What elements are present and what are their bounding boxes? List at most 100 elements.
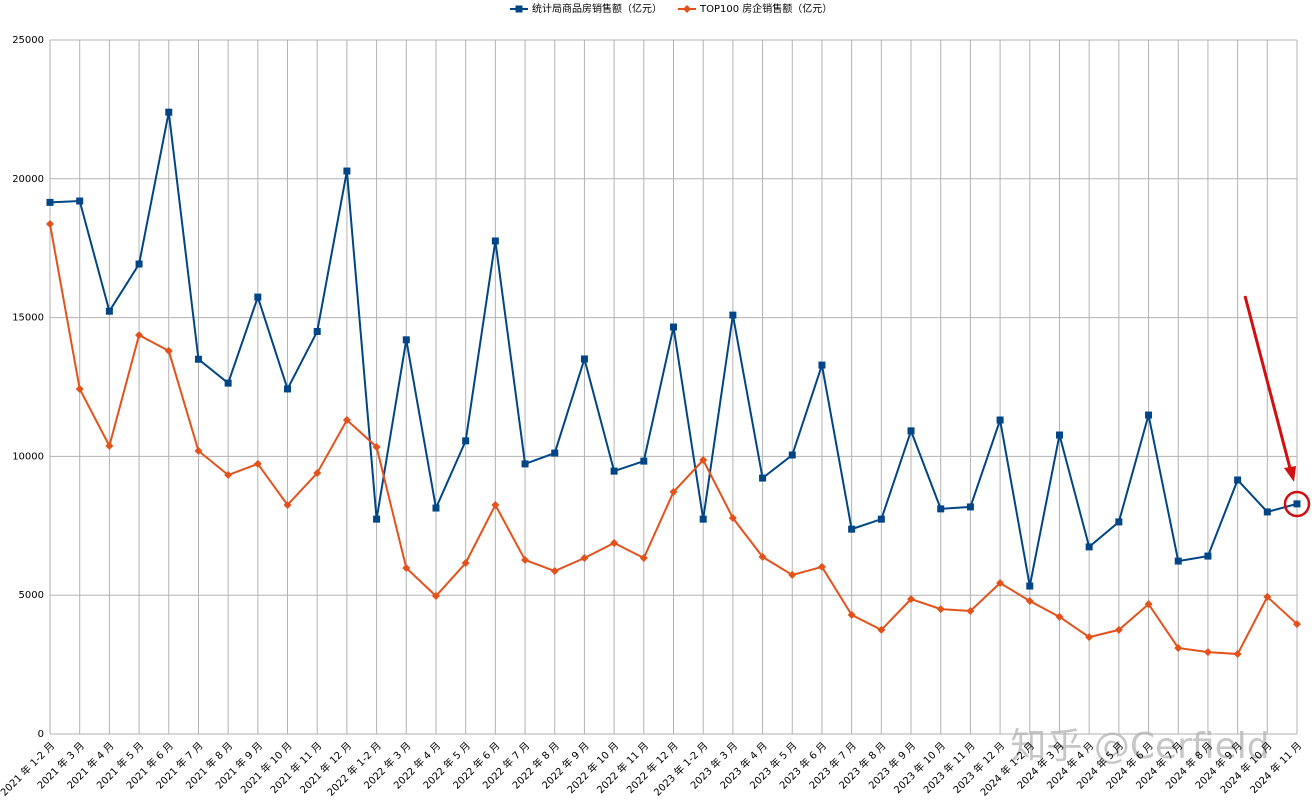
- point: [728, 514, 737, 523]
- arrow-head: [1284, 466, 1296, 482]
- point: [996, 578, 1005, 587]
- x-tick-label: 2021 年 12 月: [297, 739, 354, 796]
- legend-label: TOP100 房企销售额（亿元）: [699, 2, 832, 15]
- point: [759, 474, 767, 482]
- point: [373, 515, 381, 523]
- point: [343, 167, 351, 175]
- point: [515, 5, 523, 13]
- point: [342, 416, 351, 425]
- point: [937, 505, 945, 513]
- y-tick-label: 25000: [12, 35, 44, 46]
- point: [639, 554, 648, 563]
- point: [1263, 508, 1271, 516]
- highlight-circle: [1283, 490, 1311, 518]
- point: [818, 361, 826, 369]
- point: [462, 437, 470, 445]
- x-tick-label: 2023 年 10 月: [891, 739, 948, 796]
- point: [907, 427, 915, 435]
- point: [224, 379, 232, 387]
- y-tick-label: 20000: [12, 174, 44, 185]
- point: [669, 487, 678, 496]
- point: [847, 610, 856, 619]
- x-tick-label: 2021 年 11 月: [267, 739, 324, 796]
- point: [1114, 625, 1123, 634]
- point: [135, 331, 144, 340]
- point: [788, 451, 796, 459]
- point: [402, 563, 411, 572]
- x-tick-label: 2021 年 1-2 月: [0, 739, 57, 799]
- point: [1174, 643, 1183, 652]
- x-tick-label: 2023 年 12 月: [950, 739, 1007, 796]
- point: [817, 562, 826, 571]
- point: [372, 442, 381, 451]
- point: [431, 592, 440, 601]
- point: [1085, 543, 1093, 551]
- y-tick-label: 15000: [12, 313, 44, 324]
- point: [936, 605, 945, 614]
- y-tick-label: 0: [38, 729, 44, 740]
- point: [313, 327, 321, 335]
- point: [521, 460, 529, 468]
- point: [46, 220, 54, 229]
- point: [670, 323, 677, 331]
- y-tick-label: 5000: [19, 590, 44, 601]
- point: [1233, 650, 1242, 659]
- x-tick-label: 2022 年 11 月: [594, 739, 651, 796]
- x-tick-label: 2023 年 11 月: [921, 739, 978, 796]
- point: [164, 346, 173, 355]
- x-tick-label: 2022 年 12 月: [624, 739, 681, 796]
- point: [610, 539, 619, 548]
- point: [877, 515, 885, 523]
- point: [1085, 633, 1094, 642]
- point: [580, 554, 589, 563]
- point: [550, 567, 559, 576]
- point: [907, 595, 916, 604]
- point: [1144, 600, 1153, 609]
- point: [1055, 431, 1063, 439]
- point: [224, 470, 233, 479]
- point: [313, 469, 322, 478]
- x-tick-label: 2021 年 10 月: [238, 739, 295, 796]
- x-tick-label: 2022 年 10 月: [564, 739, 621, 796]
- point: [105, 441, 114, 450]
- point: [877, 625, 886, 634]
- point: [1293, 500, 1301, 508]
- point: [284, 385, 292, 393]
- point: [1026, 582, 1034, 590]
- point: [580, 355, 588, 363]
- point: [996, 416, 1004, 424]
- point: [551, 449, 559, 457]
- y-tick-label: 10000: [12, 451, 44, 462]
- point: [46, 198, 54, 206]
- point: [253, 459, 262, 468]
- point: [76, 197, 84, 205]
- point: [461, 558, 470, 567]
- point: [194, 355, 202, 363]
- point: [758, 552, 767, 561]
- point: [1263, 592, 1272, 601]
- point: [432, 504, 440, 512]
- point: [165, 108, 173, 116]
- point: [491, 237, 499, 245]
- point: [105, 307, 113, 315]
- point: [1145, 411, 1153, 419]
- point: [402, 336, 410, 344]
- watermark: 知乎 @Cerfield: [1010, 726, 1269, 767]
- point: [491, 500, 500, 509]
- point: [966, 503, 974, 511]
- point: [683, 5, 691, 13]
- point: [1293, 620, 1301, 629]
- point: [1174, 557, 1182, 565]
- point: [848, 525, 856, 533]
- point: [283, 500, 292, 509]
- point: [729, 311, 737, 319]
- point: [699, 456, 708, 465]
- point: [1203, 648, 1212, 657]
- point: [1234, 476, 1242, 484]
- legend-label: 统计局商品房销售额（亿元）: [532, 2, 662, 15]
- point: [640, 457, 648, 465]
- point: [966, 607, 975, 616]
- point: [1025, 597, 1034, 606]
